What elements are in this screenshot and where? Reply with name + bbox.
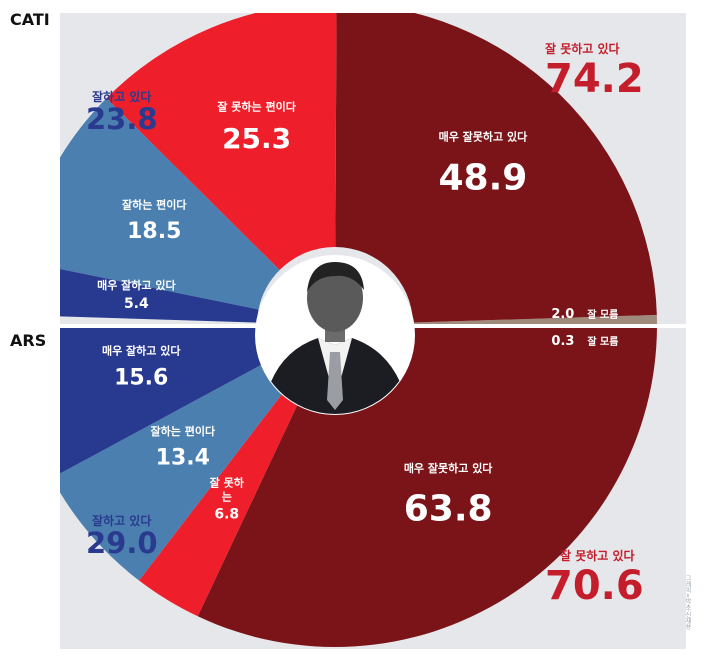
ars-slice-1-category: 잘 못하 — [210, 476, 245, 490]
cati-positive-value: 23.8 — [86, 102, 158, 136]
section-label-cati: CATI — [10, 10, 50, 29]
ars-slice-1-value: 6.8 — [214, 507, 239, 523]
cati-slice-1-value: 25.3 — [222, 122, 291, 155]
president-photo — [255, 255, 415, 415]
cati-slice-3-category: 매우 잘하고 있다 — [97, 278, 176, 292]
cati-dontknow-category: 잘 모름 — [587, 309, 618, 321]
cati-slice-3-value: 5.4 — [124, 296, 149, 312]
ars-positive-label: 잘하고 있다 — [92, 514, 152, 528]
cati-slice-0-value: 48.9 — [438, 157, 527, 198]
cati-slice-4 — [412, 314, 657, 325]
cati-negative-value: 74.2 — [545, 56, 644, 102]
ars-slice-1-category-2: 는 — [222, 491, 232, 504]
ars-slice-3-value: 15.6 — [114, 365, 168, 390]
cati-slice-2-category: 잘하는 편이다 — [122, 198, 187, 212]
cati-slice-0-category: 매우 잘못하고 있다 — [439, 130, 528, 144]
ars-dontknow-category: 잘 모름 — [587, 336, 618, 348]
cati-slice-2-value: 18.5 — [127, 219, 181, 244]
ars-negative-label: 잘 못하고 있다 — [560, 549, 635, 563]
cati-dontknow-value: 2.0 — [551, 307, 574, 322]
cati-slice-0 — [335, 13, 657, 323]
ars-slice-2-value: 13.4 — [156, 446, 210, 471]
cati-slice-1 — [106, 13, 337, 271]
ars-negative-value: 70.6 — [545, 563, 644, 609]
ars-slice-3-category: 매우 잘하고 있다 — [102, 344, 181, 358]
ars-slice-3 — [60, 325, 267, 474]
ars-slice-1 — [139, 386, 302, 617]
cati-negative-label: 잘 못하고 있다 — [545, 42, 620, 56]
cati-slice-1-category: 잘 못하는 편이다 — [217, 99, 296, 113]
cati-slice-3 — [60, 269, 259, 323]
ars-slice-0-value: 63.8 — [404, 488, 493, 529]
cati-slice-2 — [60, 98, 280, 310]
cati-positive-label: 잘하고 있다 — [92, 90, 152, 104]
section-label-ars: ARS — [10, 331, 47, 350]
ars-slice-2-category: 잘하는 편이다 — [151, 424, 216, 438]
ars-slice-2 — [60, 362, 288, 581]
graphic-credit: 그래픽=박초·신재용 — [684, 575, 691, 630]
ars-dontknow-value: 0.3 — [551, 334, 574, 349]
ars-positive-value: 29.0 — [86, 526, 158, 560]
ars-slice-0-category: 매우 잘못하고 있다 — [404, 461, 493, 475]
